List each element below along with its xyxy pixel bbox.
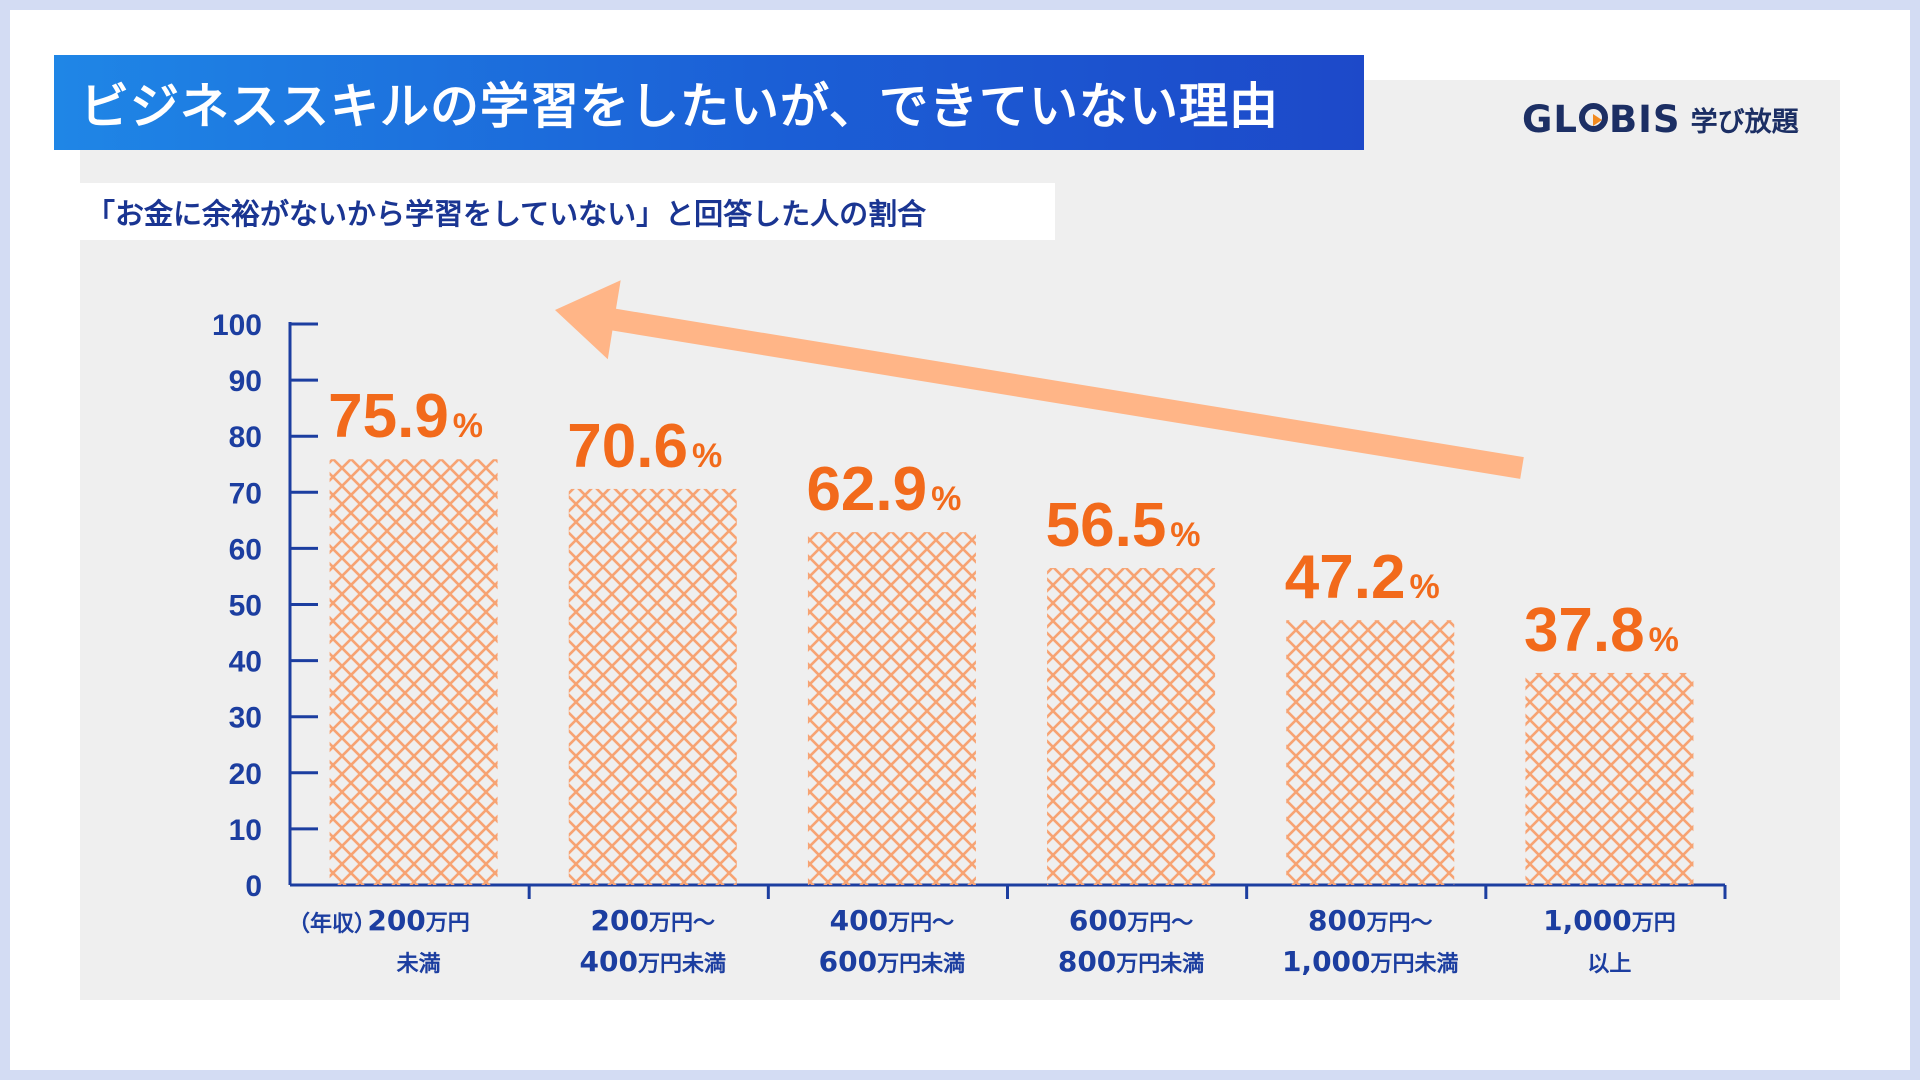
y-tick-label: 30 bbox=[229, 702, 262, 735]
y-tick-label: 0 bbox=[245, 870, 262, 903]
bar bbox=[1047, 568, 1216, 885]
value-label: 37.8% bbox=[1524, 596, 1679, 665]
y-tick-label: 50 bbox=[229, 590, 262, 623]
bar bbox=[807, 532, 976, 885]
bar bbox=[1286, 620, 1455, 885]
value-label: 70.6% bbox=[567, 412, 722, 481]
value-label: 75.9% bbox=[328, 382, 483, 451]
value-label: 47.2% bbox=[1285, 543, 1440, 612]
trend-arrow bbox=[555, 280, 1524, 479]
title-banner: ビジネススキルの学習をしたいが、できていない理由 bbox=[54, 55, 1364, 150]
y-tick-label: 40 bbox=[229, 646, 262, 679]
globis-logo: GL BIS 学び放題 bbox=[1522, 98, 1799, 141]
x-tick-label: 1,000万円 以上 bbox=[1543, 904, 1676, 977]
bar bbox=[1525, 672, 1694, 885]
x-tick-label: 800万円～ 1,000万円未満 bbox=[1281, 904, 1459, 978]
logo-sub: 学び放題 bbox=[1690, 107, 1799, 138]
y-tick-label: 90 bbox=[229, 365, 262, 398]
y-tick-label: 70 bbox=[229, 477, 262, 510]
y-tick-label: 10 bbox=[229, 814, 262, 847]
y-tick-label: 20 bbox=[229, 758, 262, 791]
value-label: 56.5% bbox=[1046, 491, 1201, 560]
x-axis-prefix: （年収） bbox=[288, 912, 377, 937]
bar bbox=[568, 488, 737, 885]
logo-brand: GL BIS bbox=[1522, 98, 1681, 141]
chart-subtitle-box: 「お金に余裕がないから学習をしていない」と回答した人の割合 bbox=[80, 183, 1055, 240]
page-title: ビジネススキルの学習をしたいが、できていない理由 bbox=[80, 78, 1280, 135]
x-tick-label: 200万円～ 400万円未満 bbox=[579, 904, 726, 978]
logo-play-icon bbox=[1578, 103, 1608, 132]
x-tick-label: 200万円 未満 bbox=[367, 904, 470, 977]
y-tick-label: 60 bbox=[229, 533, 262, 566]
x-tick-label: 600万円～ 800万円未満 bbox=[1057, 904, 1205, 978]
x-tick-label: 400万円～ 600万円未満 bbox=[818, 904, 966, 978]
y-tick-label: 80 bbox=[229, 421, 262, 454]
y-tick-label: 100 bbox=[212, 309, 262, 342]
chart-title: 「お金に余裕がないから学習をしていない」と回答した人の割合 bbox=[86, 196, 927, 231]
value-label: 62.9% bbox=[806, 455, 961, 524]
bar bbox=[329, 459, 498, 885]
